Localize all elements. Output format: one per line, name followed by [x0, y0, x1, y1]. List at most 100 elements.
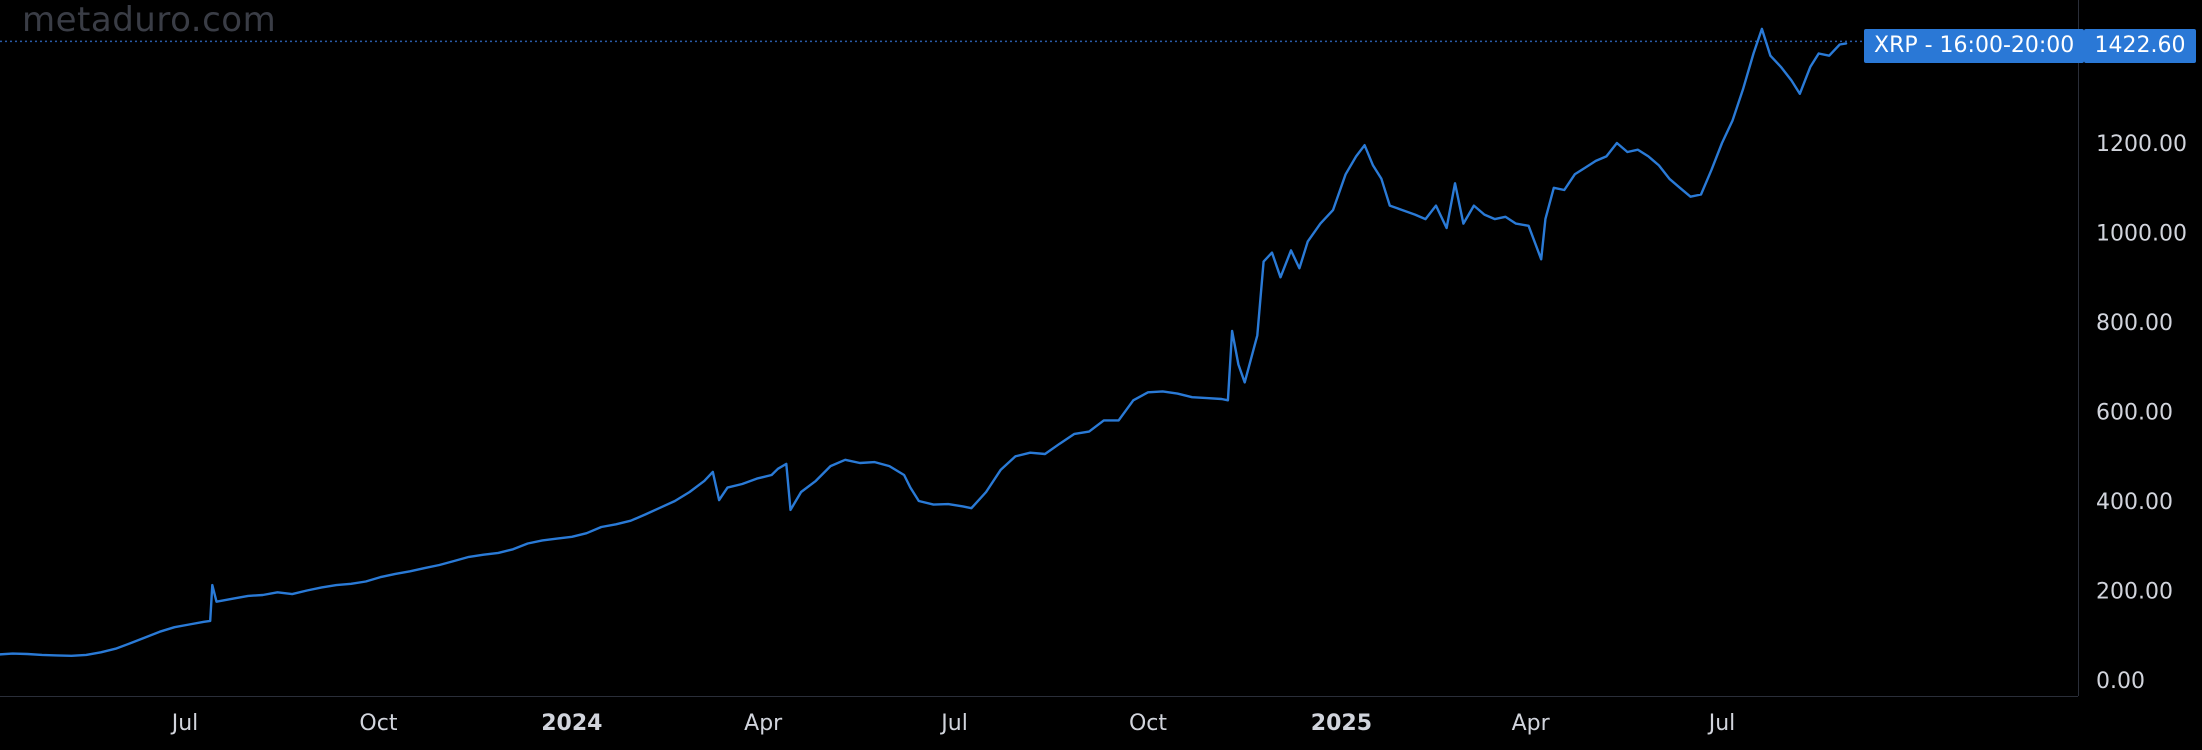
data-point — [1389, 204, 1391, 207]
last-price-badge: 1422.60 — [2084, 29, 2196, 63]
data-point — [1103, 419, 1105, 422]
data-point — [1445, 227, 1448, 229]
data-point — [1363, 144, 1366, 146]
data-point — [1637, 148, 1639, 151]
x-tick-label: Apr — [1512, 711, 1551, 736]
data-point — [526, 542, 529, 545]
series-label-badge: XRP - 16:00-20:00 — [1864, 29, 2085, 63]
data-point — [232, 597, 235, 600]
data-point — [1626, 151, 1629, 153]
data-point — [718, 499, 720, 501]
data-point — [585, 532, 588, 534]
data-point — [789, 509, 792, 511]
data-point — [1689, 195, 1692, 198]
data-point — [1256, 334, 1259, 337]
data-point — [815, 480, 817, 482]
data-point — [1462, 222, 1465, 225]
data-point — [785, 463, 788, 465]
data-point — [571, 536, 573, 538]
data-point — [1161, 390, 1164, 393]
data-point — [1742, 88, 1744, 91]
data-point — [497, 552, 500, 554]
data-point — [247, 595, 249, 597]
data-point — [600, 526, 603, 528]
data-point — [1731, 119, 1734, 122]
x-tick-label: Jul — [939, 711, 968, 736]
data-point — [756, 477, 758, 480]
data-point — [209, 620, 211, 622]
y-tick-label: 400.00 — [2096, 490, 2173, 515]
data-point — [394, 573, 397, 575]
data-point — [1647, 155, 1650, 158]
data-point — [1574, 173, 1576, 176]
data-point — [903, 474, 905, 476]
data-point — [365, 580, 367, 583]
data-point — [1838, 43, 1841, 46]
series-line[interactable] — [0, 27, 1848, 657]
data-point — [262, 594, 264, 596]
data-point — [1679, 187, 1681, 189]
data-point — [1319, 222, 1322, 225]
time-axis-divider — [0, 696, 2078, 697]
data-point — [1504, 216, 1507, 218]
data-point — [1710, 169, 1713, 171]
data-point — [770, 474, 773, 476]
data-point — [859, 462, 861, 464]
data-point — [674, 500, 676, 502]
data-point — [909, 486, 912, 489]
data-point — [1132, 399, 1135, 402]
data-point — [276, 591, 279, 594]
data-point — [844, 459, 846, 461]
data-point — [1540, 258, 1542, 261]
data-point — [1721, 142, 1723, 144]
price-axis-divider — [2078, 0, 2079, 696]
x-tick-label: 2024 — [541, 711, 602, 736]
data-point — [26, 653, 29, 655]
data-point — [1332, 209, 1334, 211]
data-point — [114, 647, 117, 650]
data-point — [1176, 392, 1179, 395]
data-point — [379, 576, 382, 578]
data-point — [712, 471, 714, 473]
x-tick-label: 2025 — [1311, 711, 1372, 736]
data-point — [1401, 209, 1404, 211]
data-point — [726, 486, 729, 489]
data-point — [1073, 433, 1076, 435]
data-point — [1231, 330, 1233, 332]
data-point — [512, 548, 514, 551]
data-point — [41, 654, 43, 656]
data-point — [409, 570, 411, 573]
y-tick-label: 0.00 — [2096, 669, 2145, 694]
data-point — [630, 519, 632, 522]
data-point — [1298, 267, 1301, 270]
data-point — [423, 567, 426, 569]
data-point — [703, 480, 706, 482]
x-tick-label: Jul — [170, 711, 199, 736]
data-point — [1307, 240, 1309, 243]
data-point — [1271, 251, 1273, 254]
data-point — [873, 461, 876, 463]
data-point — [659, 506, 661, 509]
data-point — [1147, 391, 1149, 394]
data-point — [1563, 189, 1566, 191]
watermark: metaduro.com — [22, 0, 277, 40]
data-point — [173, 626, 176, 628]
data-point — [1000, 468, 1002, 471]
y-tick-label: 800.00 — [2096, 311, 2173, 336]
data-point — [1473, 204, 1475, 207]
data-point — [1845, 42, 1847, 45]
data-point — [1237, 363, 1240, 366]
data-point — [1058, 442, 1061, 445]
x-tick-label: Apr — [744, 711, 783, 736]
data-point — [1372, 164, 1374, 167]
data-point — [1029, 451, 1031, 454]
data-point — [468, 556, 470, 558]
data-point — [800, 491, 802, 493]
data-point — [1817, 52, 1820, 55]
data-point — [1424, 218, 1427, 220]
data-point — [918, 500, 920, 502]
data-point — [644, 513, 647, 516]
data-point — [1809, 66, 1812, 68]
